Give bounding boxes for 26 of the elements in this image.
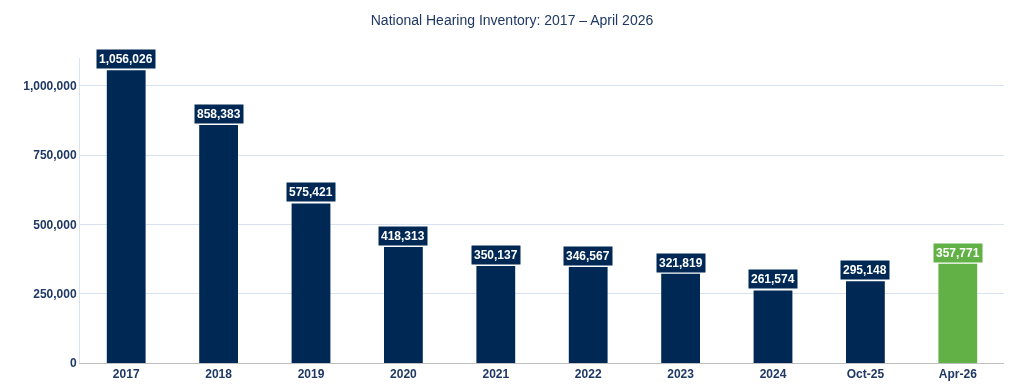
x-tick-label: 2021 bbox=[482, 367, 510, 382]
x-tick-label: 2018 bbox=[205, 367, 233, 382]
data-label: 346,567 bbox=[566, 249, 610, 263]
x-tick-label: 2019 bbox=[297, 367, 325, 382]
x-tick-label: 2024 bbox=[759, 367, 787, 382]
chart-title: National Hearing Inventory: 2017 – April 2026 bbox=[370, 12, 654, 29]
data-label: 575,421 bbox=[289, 185, 333, 199]
x-tick-label: Oct-25 bbox=[846, 367, 885, 382]
data-label: 1,056,026 bbox=[99, 52, 153, 66]
data-label: 350,137 bbox=[474, 248, 518, 262]
data-label: 295,148 bbox=[843, 263, 887, 277]
y-tick-label: 0 bbox=[69, 356, 77, 371]
y-tick-label: 750,000 bbox=[33, 148, 77, 163]
x-tick-label: 2022 bbox=[574, 367, 602, 382]
x-tick-label: 2023 bbox=[667, 367, 695, 382]
data-label: 261,574 bbox=[751, 272, 795, 286]
data-label: 321,819 bbox=[659, 256, 703, 270]
data-label: 418,313 bbox=[381, 229, 425, 243]
data-label: 357,771 bbox=[936, 246, 980, 260]
x-tick-label: 2017 bbox=[112, 367, 140, 382]
y-tick-label: 1,000,000 bbox=[23, 78, 77, 93]
x-tick-label: Apr-26 bbox=[938, 367, 978, 382]
y-tick-label: 250,000 bbox=[33, 286, 77, 301]
data-label: 858,383 bbox=[197, 107, 241, 121]
y-tick-label: 500,000 bbox=[33, 217, 77, 232]
x-tick-label: 2020 bbox=[390, 367, 418, 382]
